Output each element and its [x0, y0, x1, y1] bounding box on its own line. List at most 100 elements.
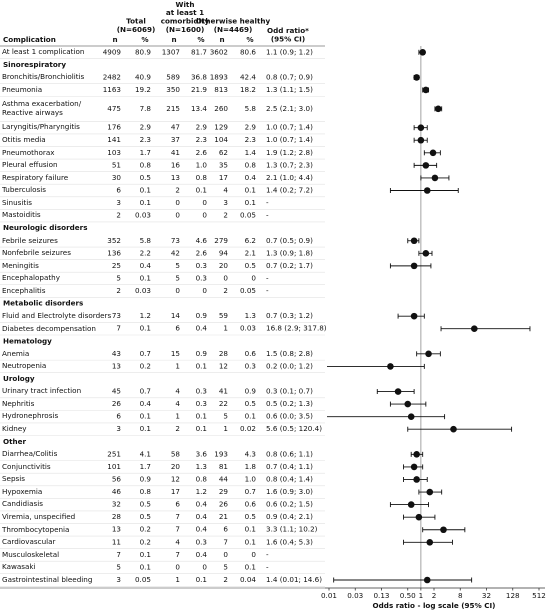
count-cell: 0.8 — [245, 160, 257, 169]
count-cell: 47 — [171, 123, 180, 132]
odds-ratio-text: 1.3 (0.7; 2.3) — [266, 160, 313, 169]
count-cell: 0.05 — [240, 286, 256, 295]
count-cell: 0.9 — [140, 474, 152, 483]
count-cell: 1893 — [210, 72, 228, 81]
count-cell: 0.3 — [196, 537, 207, 546]
odds-ratio-point — [422, 162, 430, 169]
count-cell: 4.1 — [140, 449, 151, 458]
subheader: n — [219, 35, 224, 44]
x-tick-label: 2 — [432, 591, 437, 600]
count-cell: 0.1 — [245, 525, 256, 534]
count-cell: 0.05 — [240, 211, 256, 220]
count-cell: 4 — [223, 185, 228, 194]
count-cell: 1.3 — [196, 462, 207, 471]
complication-name: Hypoxemia — [2, 486, 43, 496]
odds-ratio-text: 5.6 (0.5; 120.4) — [266, 424, 322, 433]
count-cell: 101 — [107, 462, 121, 471]
count-cell: 62 — [219, 148, 228, 157]
name-cell: Mastoiditis — [2, 211, 41, 219]
x-axis-label: Odds ratio - log scale (95% CI) — [373, 601, 496, 610]
count-cell: 1.7 — [140, 148, 151, 157]
count-cell: 41 — [219, 387, 228, 396]
count-cell: 0.2 — [140, 525, 151, 534]
count-cell: 0 — [202, 211, 207, 220]
odds-ratio-text: - — [266, 286, 269, 295]
count-cell: 0.1 — [140, 273, 151, 282]
odds-ratio-text: 1.3 (0.9; 1.8) — [266, 248, 313, 257]
count-cell: 5 — [116, 273, 121, 282]
subheader: % — [246, 35, 253, 44]
count-cell: 1.0 — [245, 474, 257, 483]
count-cell: 21 — [219, 512, 228, 521]
count-cell: 35 — [219, 160, 228, 169]
count-cell: 2 — [175, 424, 180, 433]
count-cell: 14 — [171, 311, 181, 320]
odds-ratio-text: - — [266, 198, 269, 207]
odds-ratio-point — [417, 124, 425, 131]
count-cell: 0.2 — [140, 537, 151, 546]
count-cell: 5.8 — [140, 236, 152, 245]
odds-ratio-point — [422, 250, 430, 257]
name-cell: Urinary tract infection — [2, 387, 81, 395]
name-cell: Encephalitis — [2, 286, 46, 294]
count-cell: 7 — [223, 537, 228, 546]
count-cell: 0.3 — [196, 273, 207, 282]
odds-ratio-point — [422, 86, 430, 94]
count-cell: 2482 — [103, 72, 121, 81]
count-cell: 7.8 — [140, 104, 152, 113]
x-tick-label: 0.01 — [321, 591, 337, 600]
odds-ratio-point — [423, 576, 431, 584]
count-cell: 81 — [219, 462, 228, 471]
count-cell: 73 — [112, 311, 121, 320]
section-label: Urology — [3, 374, 35, 383]
count-cell: 13 — [112, 361, 121, 370]
odds-ratio-text: 0.2 (0.0; 1.2) — [266, 361, 313, 370]
name-cell: Pneumonia — [2, 85, 42, 93]
count-cell: 7 — [175, 550, 180, 559]
name-cell: Sepsis — [2, 475, 25, 483]
count-cell: 1163 — [103, 85, 121, 94]
count-cell: 3.6 — [196, 449, 208, 458]
count-cell: 17 — [171, 487, 180, 496]
count-cell: 0 — [202, 286, 207, 295]
complication-name: Kidney — [2, 424, 27, 434]
complication-name: Laryngitis/Pharyngitis — [2, 122, 80, 132]
count-cell: 20 — [171, 462, 181, 471]
subheader: % — [141, 35, 148, 44]
count-cell: 2 — [175, 185, 180, 194]
name-cell: Hypoxemia — [2, 486, 43, 496]
count-cell: 103 — [107, 148, 121, 157]
odds-ratio-text: 0.5 (0.2; 1.3) — [266, 399, 313, 408]
count-cell: 2.1 — [245, 248, 256, 257]
count-cell: 0.5 — [140, 500, 151, 509]
count-cell: 0.5 — [245, 512, 256, 521]
count-cell: 0.4 — [245, 173, 257, 182]
count-cell: 4 — [175, 387, 180, 396]
count-cell: 0 — [202, 562, 207, 571]
name-cell: Asthma exacerbation/ Reactive airways — [2, 100, 81, 117]
count-cell: 0 — [202, 198, 207, 207]
x-tick-label: 0.13 — [373, 591, 389, 600]
name-cell: Conjunctivitis — [2, 462, 51, 470]
count-cell: 2 — [223, 286, 228, 295]
comorbidity-header: With — [176, 0, 195, 9]
odds-ratio-text: 2.1 (1.0; 4.4) — [266, 173, 313, 182]
odds-ratio-point — [404, 400, 412, 408]
odds-ratio-text: - — [266, 211, 269, 220]
odds-ratio-text: - — [266, 550, 269, 559]
name-cell: Neutropenia — [2, 362, 46, 370]
count-cell: 0.5 — [245, 261, 256, 270]
count-cell: 0.9 — [196, 349, 208, 358]
count-cell: 29 — [219, 487, 229, 496]
count-cell: 1 — [175, 575, 180, 584]
odds-ratio-text: 1.4 (0.01; 14.6) — [266, 575, 322, 584]
comorbidity-header: comorbidity — [161, 17, 210, 26]
count-cell: 0 — [175, 211, 180, 220]
count-cell: 3 — [116, 424, 121, 433]
subheader: n — [171, 35, 176, 44]
name-cell: Thrombocytopenia — [2, 525, 69, 533]
count-cell: 16 — [171, 160, 181, 169]
count-cell: 0.7 — [140, 349, 151, 358]
count-cell: 0.8 — [140, 160, 152, 169]
count-cell: 5 — [116, 562, 121, 571]
